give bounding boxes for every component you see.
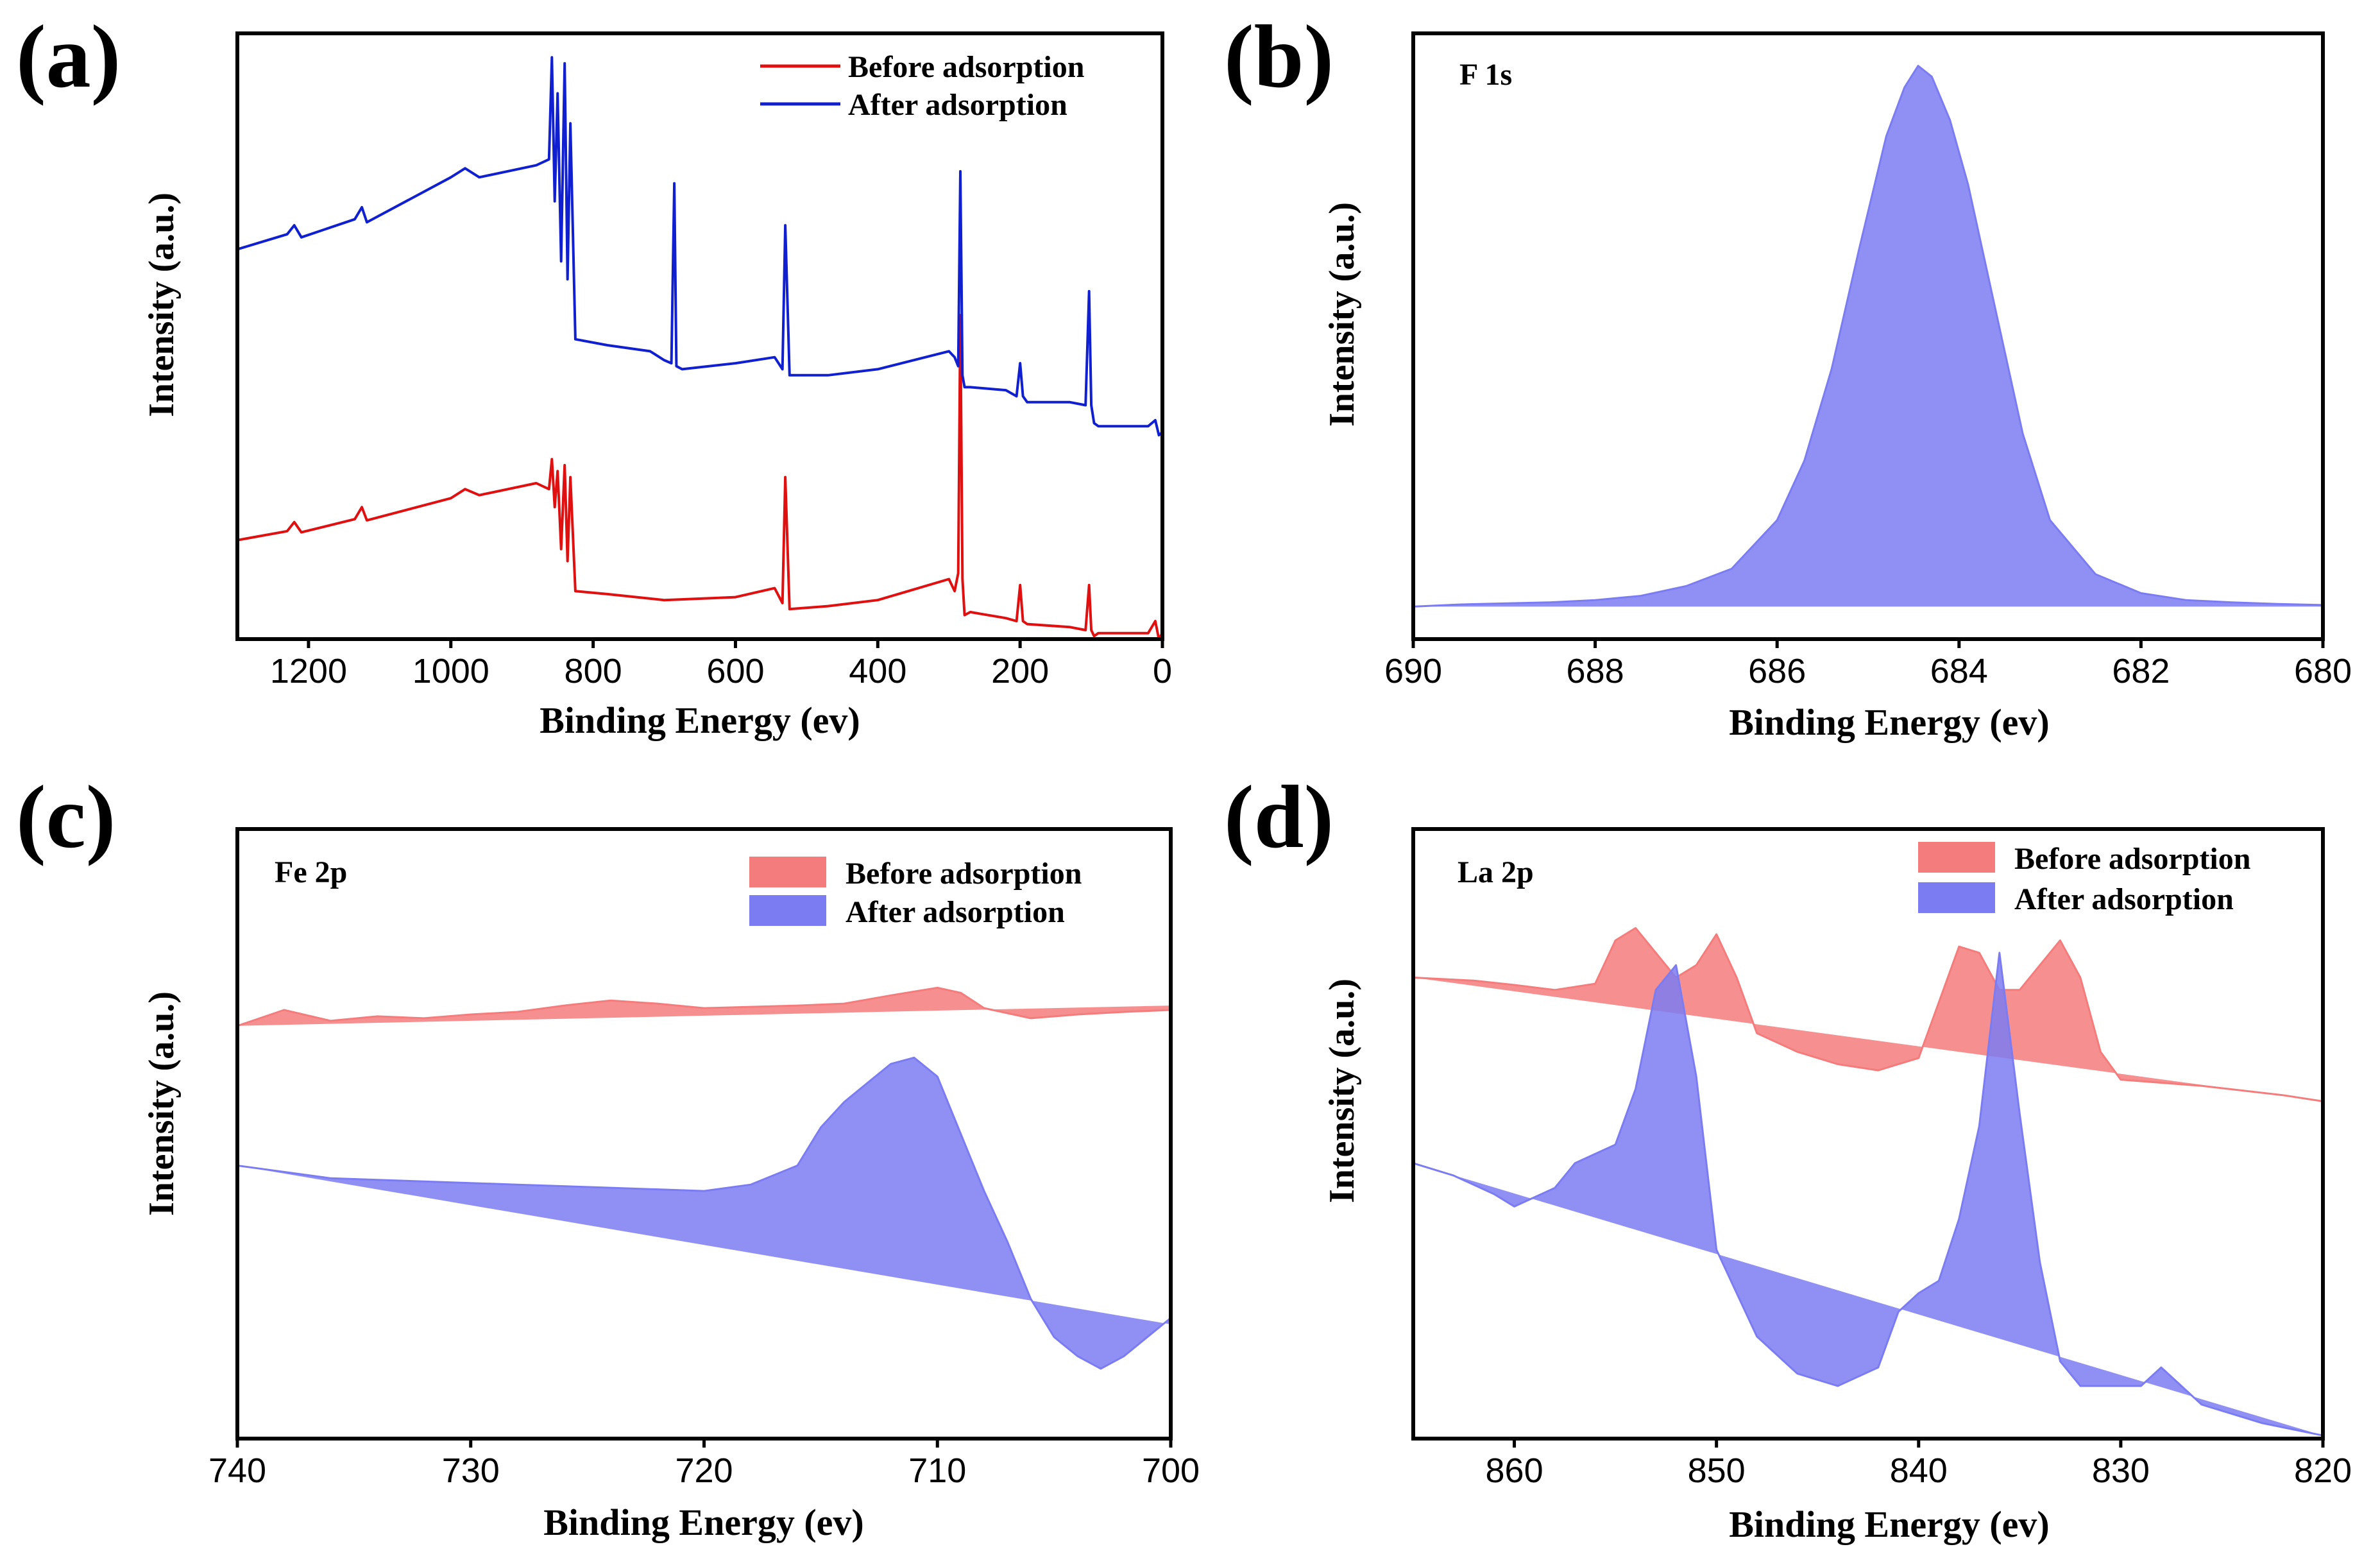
- x-tick-label: 820: [2294, 1451, 2352, 1490]
- series-area-before: [1413, 65, 2323, 607]
- panel-a-x-axis: 1200 1000 800 600 400 200 0: [270, 639, 1172, 690]
- panel-a-legend: Before adsorption After adsorption: [760, 50, 1084, 122]
- panel-b-x-axis: 690 688 686 684 682 680: [1384, 639, 2352, 690]
- x-tick-label: 700: [1142, 1451, 1200, 1490]
- panel-c-x-axis: 740 730 720 710 700: [208, 1439, 1200, 1490]
- panel-d-legend: Before adsorption After adsorption: [1918, 842, 2250, 916]
- series-line-before-adsorption: [237, 986, 1171, 1027]
- legend-swatch-after: [1918, 882, 1995, 913]
- series-line-before-adsorption: [1413, 927, 2324, 1102]
- panel-a-x-axis-title: Binding Energy (ev): [540, 699, 860, 741]
- legend-swatch-before: [749, 857, 826, 887]
- series-line-before-adsorption: [237, 314, 1164, 640]
- legend-swatch-before: [1918, 842, 1995, 873]
- legend-label-after: After adsorption: [846, 895, 1065, 929]
- panel-b-x-axis-title: Binding Energy (ev): [1729, 701, 2050, 743]
- panel-b-letter: (b): [1224, 7, 1334, 107]
- x-tick-label: 850: [1688, 1451, 1746, 1490]
- panel-c-y-axis-title: Intensity (a.u.): [142, 991, 182, 1216]
- x-tick-label: 684: [1930, 652, 1988, 690]
- panel-d-y-axis-title: Intensity (a.u.): [1322, 979, 1362, 1203]
- legend-label-before: Before adsorption: [848, 50, 1084, 84]
- series-area-before: [237, 988, 1171, 1026]
- x-tick-label: 740: [208, 1451, 266, 1490]
- panel-c-letter: (c): [16, 767, 115, 867]
- x-tick-label: 0: [1153, 652, 1172, 690]
- series-line-after-adsorption: [237, 56, 1164, 437]
- panel-c-legend: Before adsorption After adsorption: [749, 857, 1082, 929]
- legend-label-after: After adsorption: [848, 88, 1067, 122]
- panel-a: (a) 1200 1000 800 600 400 200 0 Binding Energy…: [16, 7, 1172, 741]
- series-area-before: [1413, 928, 2323, 1102]
- panel-d-x-axis: 860 850 840 830 820: [1486, 1439, 2352, 1490]
- panel-b-core-level-label: F 1s: [1459, 58, 1512, 92]
- panel-c-x-axis-title: Binding Energy (ev): [543, 1501, 864, 1543]
- x-tick-label: 710: [908, 1451, 966, 1490]
- x-tick-label: 686: [1748, 652, 1806, 690]
- panel-a-letter: (a): [16, 7, 121, 107]
- series-line-after-adsorption: [237, 1056, 1171, 1370]
- legend-label-after: After adsorption: [2014, 882, 2234, 916]
- panel-d-letter: (d): [1224, 767, 1334, 867]
- x-tick-label: 690: [1384, 652, 1442, 690]
- x-tick-label: 200: [991, 652, 1049, 690]
- panel-d-frame: [1411, 827, 2325, 1441]
- legend-swatch-after: [749, 895, 826, 926]
- panel-d-core-level-label: La 2p: [1458, 855, 1534, 889]
- panel-d: (d) 860 850 840 830 820 La 2p Before adsorpt…: [1224, 767, 2352, 1545]
- panel-b-frame: [1411, 31, 2325, 641]
- series-line-after-adsorption: [1413, 952, 2324, 1437]
- x-tick-label: 680: [2294, 652, 2352, 690]
- panel-d-x-axis-title: Binding Energy (ev): [1729, 1503, 2050, 1545]
- legend-label-before: Before adsorption: [2014, 842, 2250, 876]
- x-tick-label: 840: [1890, 1451, 1948, 1490]
- series-line-f-1s: [1413, 65, 2324, 608]
- panel-c: (c) 740 730 720 710 700 Fe 2p Before adsorpt…: [16, 767, 1200, 1543]
- x-tick-label: 682: [2112, 652, 2170, 690]
- legend-label-before: Before adsorption: [846, 857, 1082, 891]
- x-tick-label: 830: [2092, 1451, 2150, 1490]
- x-tick-label: 1000: [412, 652, 489, 690]
- x-tick-label: 730: [442, 1451, 500, 1490]
- x-tick-label: 688: [1567, 652, 1624, 690]
- panel-b-y-axis-title: Intensity (a.u.): [1322, 202, 1362, 427]
- series-area-after: [1413, 952, 2323, 1436]
- x-tick-label: 720: [675, 1451, 733, 1490]
- panel-c-plot: [237, 986, 1171, 1370]
- x-tick-label: 800: [565, 652, 622, 690]
- x-tick-label: 600: [706, 652, 764, 690]
- panel-a-y-axis-title: Intensity (a.u.): [142, 192, 182, 417]
- x-tick-label: 1200: [270, 652, 347, 690]
- panel-a-plot: [237, 56, 1164, 640]
- x-tick-label: 400: [849, 652, 906, 690]
- x-tick-label: 860: [1486, 1451, 1543, 1490]
- series-area-after: [237, 1057, 1171, 1369]
- panel-d-plot: [1413, 927, 2324, 1437]
- panel-a-frame: [235, 31, 1164, 641]
- panel-b-plot: [1413, 65, 2324, 608]
- panel-b: (b) 690 688 686 684 682 680 F 1s Binding Ener…: [1224, 7, 2352, 743]
- panel-c-core-level-label: Fe 2p: [275, 855, 347, 889]
